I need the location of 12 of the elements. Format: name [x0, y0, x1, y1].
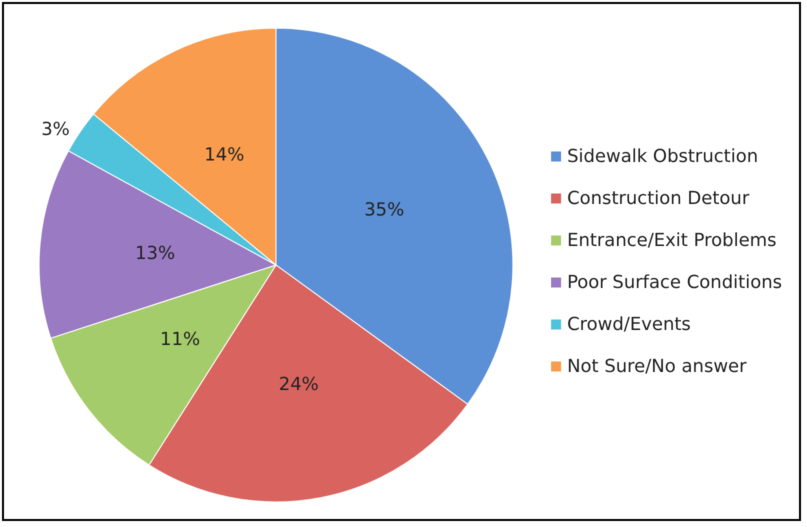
data-label: 3% [41, 119, 70, 140]
data-label: 35% [364, 199, 404, 220]
data-label: 13% [135, 243, 176, 264]
legend-label: Not Sure/No answer [567, 356, 748, 377]
legend-label: Construction Detour [567, 188, 750, 209]
legend-label: Poor Surface Conditions [567, 272, 782, 293]
data-label: 14% [204, 144, 244, 166]
data-label: 24% [278, 374, 319, 395]
legend-label: Entrance/Exit Problems [567, 230, 777, 251]
legend-label: Sidewalk Obstruction [567, 146, 758, 167]
data-label: 11% [160, 328, 200, 350]
legend-label: Crowd/Events [567, 314, 691, 335]
